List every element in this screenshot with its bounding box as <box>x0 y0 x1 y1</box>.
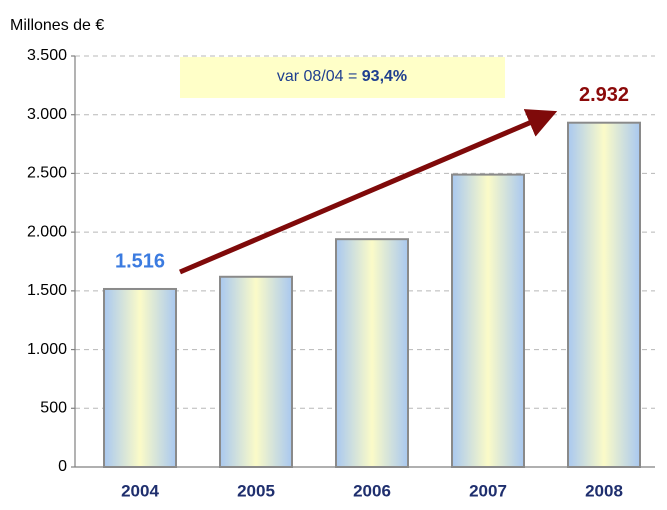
bar <box>335 238 409 468</box>
y-axis-label: Millones de € <box>10 17 104 34</box>
y-tick-label: 1.500 <box>27 282 67 299</box>
bar <box>451 173 525 469</box>
y-tick-label: 1.000 <box>27 341 67 358</box>
annotation-bold: 93,4% <box>362 68 407 85</box>
x-tick-label: 2008 <box>585 481 623 500</box>
x-tick-label: 2004 <box>121 481 159 500</box>
y-tick-label: 3.500 <box>27 47 67 64</box>
y-tick-label: 500 <box>40 400 67 417</box>
y-tick-label: 2.500 <box>27 165 67 182</box>
bar <box>103 287 177 468</box>
annotation-text: var 08/04 = <box>277 68 362 85</box>
data-label: 2.932 <box>579 84 629 106</box>
plot: 0 500 1.000 1.500 2.000 2.500 3.000 3.500 2004 1.… <box>27 47 655 500</box>
x-tick-label: 2007 <box>469 481 507 500</box>
y-tick-label: 2.000 <box>27 223 67 240</box>
x-tick-label: 2006 <box>353 481 391 500</box>
y-tick-label: 3.000 <box>27 106 67 123</box>
annotation-box <box>180 57 505 98</box>
bar <box>219 275 293 468</box>
data-label: 1.516 <box>115 250 165 272</box>
trend-arrow <box>179 109 558 275</box>
bar <box>567 121 641 468</box>
x-tick-label: 2005 <box>237 481 275 500</box>
y-tick-label: 0 <box>58 458 67 475</box>
annotation: var 08/04 = 93,4% <box>277 68 407 85</box>
